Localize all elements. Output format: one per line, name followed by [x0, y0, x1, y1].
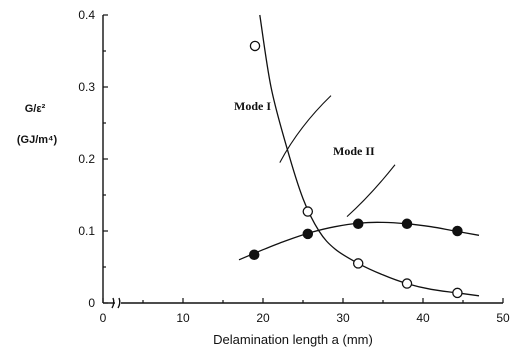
axes — [102, 15, 503, 309]
mode-1-point — [249, 40, 261, 52]
y-axis-units: (GJ/m⁴) — [17, 134, 58, 146]
y-tick-label: 0 — [88, 296, 95, 310]
x-tick-label: 30 — [336, 311, 350, 325]
x-tick-label: 50 — [496, 311, 510, 325]
mode-1-point — [401, 278, 413, 289]
mode-2-leader-line — [346, 164, 396, 218]
y-tick-label: 0.2 — [78, 152, 95, 166]
mode-1-point — [452, 287, 463, 299]
mode-1-point — [352, 258, 364, 269]
mode-2-point — [302, 228, 314, 240]
mode-2-point — [352, 218, 364, 230]
y-tick-label: 0.1 — [78, 224, 95, 238]
mode-1-leader-line — [279, 95, 332, 163]
mode-1-fit-curve — [259, 14, 480, 297]
y-axis-title: G/ε² — [25, 103, 46, 115]
mode-2-point — [248, 249, 260, 261]
labels: Delamination length a (mm) G/ε² (GJ/m⁴) … — [17, 99, 375, 347]
mode-2-point — [401, 218, 413, 230]
x-tick-label: 0 — [100, 311, 107, 325]
mode-1-point — [302, 206, 314, 217]
axis-break-mark-right — [117, 297, 121, 309]
axis-break-mark-left — [111, 297, 115, 309]
data-points — [248, 40, 463, 299]
mode-2-point — [452, 225, 463, 237]
x-tick-label: 20 — [256, 311, 270, 325]
x-tick-label: 10 — [176, 311, 190, 325]
y-tick-label: 0.3 — [78, 80, 95, 94]
mode-1-label: Mode I — [234, 99, 271, 113]
ticks: 0 10 20 30 40 50 0 0.1 0.2 0.3 0.4 — [78, 8, 510, 325]
x-axis-title: Delamination length a (mm) — [213, 332, 373, 347]
mode-2-label: Mode II — [333, 144, 375, 158]
y-tick-label: 0.4 — [78, 8, 95, 22]
x-tick-label: 40 — [416, 311, 430, 325]
